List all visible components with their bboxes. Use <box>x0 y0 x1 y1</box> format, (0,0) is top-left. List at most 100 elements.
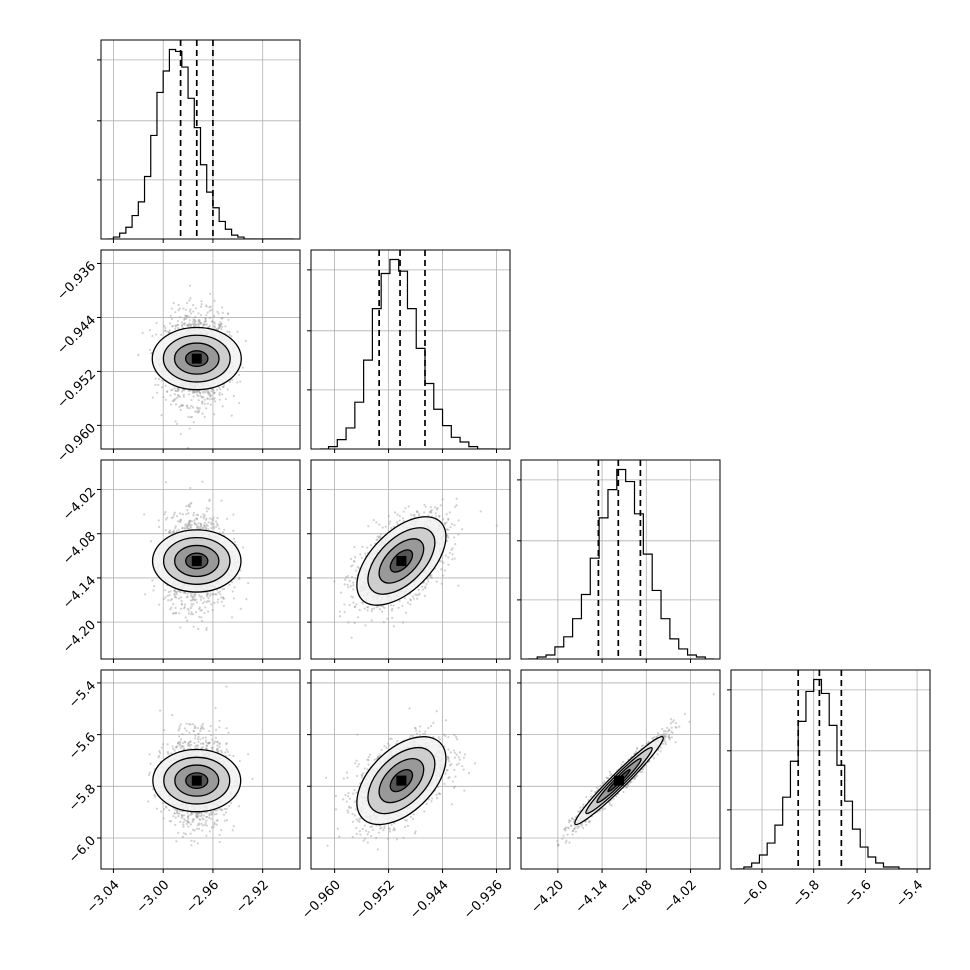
scatter-point <box>171 324 174 328</box>
scatter-point <box>216 524 219 527</box>
scatter-point <box>210 526 213 530</box>
scatter-point <box>429 506 432 509</box>
scatter-point <box>206 397 209 400</box>
panel-frame <box>100 249 301 450</box>
scatter-point <box>209 395 212 398</box>
scatter-point <box>195 513 198 516</box>
scatter-point <box>359 553 362 556</box>
scatter-point <box>204 319 207 322</box>
scatter-point <box>383 606 386 610</box>
scatter-point <box>175 530 178 533</box>
scatter-point <box>451 558 454 561</box>
scatter-point <box>209 394 213 397</box>
panel-content <box>311 460 510 659</box>
scatter-point <box>396 522 399 526</box>
scatter-point <box>207 507 210 510</box>
scatter-point <box>370 619 373 622</box>
scatter-point <box>455 504 458 507</box>
scatter-point <box>169 314 172 317</box>
scatter-point <box>207 326 210 329</box>
scatter-point <box>442 518 445 521</box>
scatter-point <box>188 310 191 313</box>
scatter-point <box>179 512 182 515</box>
scatter-point <box>186 509 189 512</box>
scatter-point <box>168 593 171 597</box>
scatter-point <box>167 590 170 594</box>
scatter-point <box>168 329 171 332</box>
scatter-point <box>379 536 382 539</box>
scatter-point <box>200 525 203 528</box>
scatter-point <box>196 513 200 517</box>
scatter-point <box>346 583 349 586</box>
scatter-point <box>221 306 224 309</box>
scatter-point <box>185 505 188 508</box>
scatter-point <box>160 386 164 389</box>
scatter-point <box>204 606 207 609</box>
scatter-point <box>195 517 198 520</box>
scatter-point <box>230 581 234 584</box>
scatter-point <box>199 609 202 612</box>
scatter-point <box>446 528 449 531</box>
scatter-point <box>370 607 374 611</box>
scatter-point <box>157 383 160 387</box>
scatter-point <box>208 309 211 313</box>
scatter-point <box>495 524 498 527</box>
scatter-point <box>179 521 182 524</box>
scatter-point <box>198 390 201 393</box>
scatter-point <box>366 609 369 612</box>
scatter-point <box>202 513 205 516</box>
scatter-point <box>212 525 216 528</box>
scatter-point <box>191 598 194 602</box>
scatter-point <box>172 603 175 606</box>
scatter-point <box>178 405 181 409</box>
scatter-point <box>421 588 424 591</box>
scatter-point <box>203 398 206 401</box>
scatter-point <box>212 413 216 416</box>
scatter-point <box>172 513 176 516</box>
scatter-point <box>188 322 191 325</box>
scatter-point <box>214 593 217 596</box>
scatter-point <box>228 333 231 336</box>
scatter-point <box>206 593 209 596</box>
scatter-point <box>354 605 357 609</box>
scatter-point <box>356 565 359 569</box>
scatter-point <box>184 314 187 317</box>
scatter-point <box>179 591 182 594</box>
scatter-point <box>230 616 234 619</box>
scatter-point <box>220 327 223 331</box>
scatter-point <box>162 743 165 746</box>
scatter-point <box>345 576 348 579</box>
scatter-point <box>222 604 225 608</box>
scatter-point <box>421 585 424 588</box>
scatter-point <box>196 526 200 529</box>
scatter-point <box>218 391 221 394</box>
scatter-point <box>205 507 208 510</box>
panel-content <box>521 460 720 659</box>
scatter-point <box>333 580 336 583</box>
scatter-point <box>154 383 157 386</box>
scatter-point <box>210 521 213 524</box>
scatter-point <box>177 589 180 592</box>
scatter-point <box>198 606 201 609</box>
scatter-point <box>185 596 189 599</box>
scatter-point <box>170 307 174 310</box>
scatter-point <box>206 592 209 595</box>
scatter-point <box>448 551 452 554</box>
scatter-point <box>222 385 225 389</box>
scatter-point <box>423 511 426 514</box>
scatter-point <box>366 546 369 549</box>
scatter-point <box>188 389 191 392</box>
scatter-point <box>175 596 178 599</box>
scatter-point <box>457 533 460 536</box>
scatter-point <box>183 323 186 326</box>
scatter-point <box>366 605 369 609</box>
scatter-point <box>203 402 207 405</box>
scatter-point <box>177 326 180 329</box>
scatter-point <box>205 517 208 520</box>
scatter-point <box>222 597 225 600</box>
scatter-point <box>160 414 163 417</box>
scatter-point <box>174 324 177 327</box>
panel-content <box>311 250 510 449</box>
scatter-point <box>446 539 449 542</box>
scatter-point <box>179 626 182 629</box>
